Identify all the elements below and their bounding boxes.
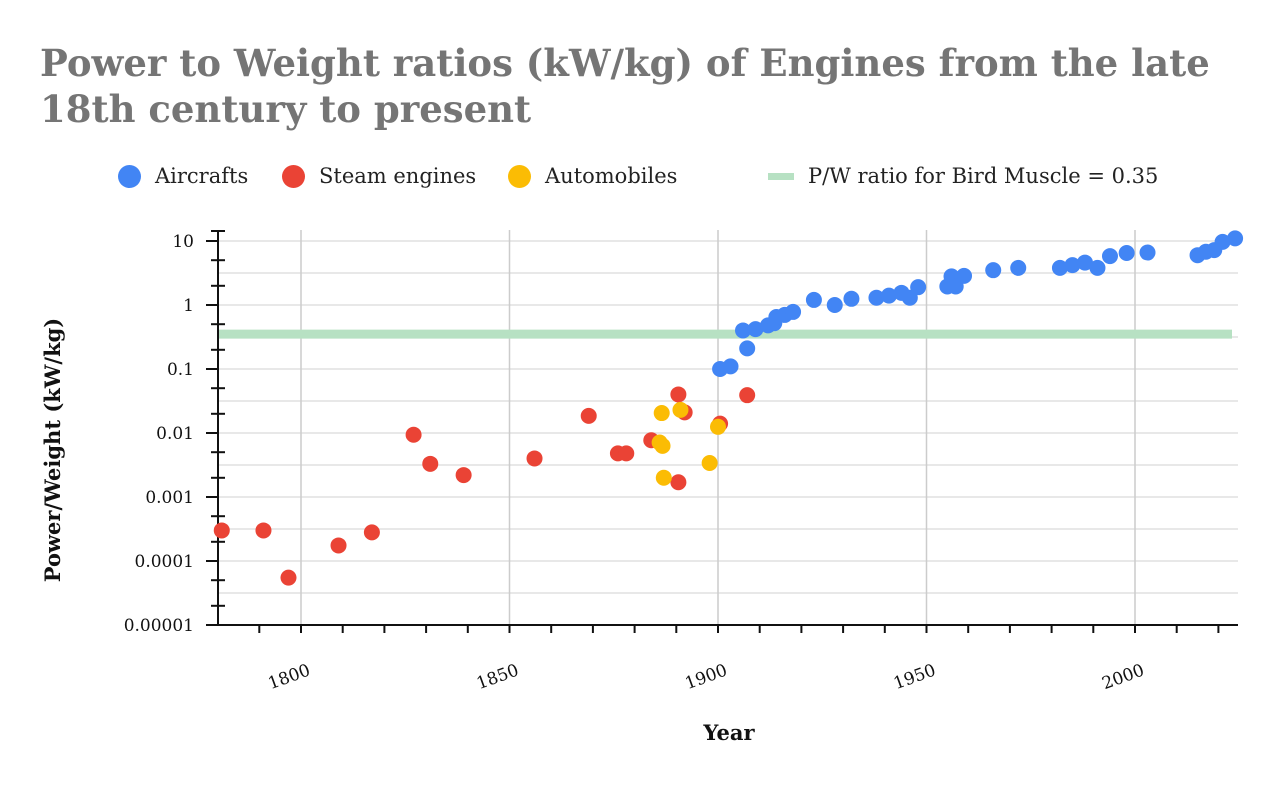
automobiles-point (655, 469, 672, 486)
x-tick-label: 1800 (266, 661, 313, 695)
y-tick-label: 10 (172, 232, 194, 252)
legend-item-steam-engines[interactable]: Steam engines (282, 158, 476, 194)
aircrafts-point (1139, 244, 1156, 261)
x-tick-label: 2000 (1100, 661, 1147, 695)
aircrafts-point (747, 321, 764, 338)
legend-label-steam-engines: Steam engines (319, 164, 477, 188)
steam-engines-point (580, 407, 597, 424)
steam-engines-point (526, 450, 543, 467)
steam-engines-point (330, 537, 347, 554)
legend-label-bird-muscle: P/W ratio for Bird Muscle = 0.35 (808, 164, 1159, 188)
legend-marker-automobiles (508, 164, 531, 188)
aircrafts-point (1227, 230, 1244, 247)
steam-engines-point (670, 386, 687, 403)
y-tick-label: 1 (183, 296, 194, 316)
automobiles-point (710, 418, 726, 435)
x-tick-label: 1900 (683, 661, 730, 695)
x-tick-label: 1850 (474, 661, 521, 695)
y-tick-label: 0.0001 (135, 552, 194, 572)
legend-item-bird-muscle[interactable]: P/W ratio for Bird Muscle = 0.35 (768, 158, 1158, 194)
automobiles-point (672, 401, 689, 418)
aircrafts-point (785, 303, 802, 320)
aircrafts-point (956, 267, 973, 284)
aircrafts-point (843, 290, 860, 307)
steam-engines-point (670, 474, 687, 491)
steam-engines-point (213, 522, 230, 539)
aircrafts-point (722, 358, 739, 375)
legend-marker-bird-muscle (768, 172, 794, 180)
axes (206, 230, 1238, 633)
aircrafts-point (868, 289, 885, 306)
automobiles-point (701, 454, 718, 471)
aircrafts-point (826, 297, 843, 313)
automobiles-point (653, 405, 670, 422)
aircrafts-point (910, 279, 927, 296)
automobiles-point (654, 437, 671, 454)
legend-item-automobiles[interactable]: Automobiles (508, 158, 677, 194)
aircrafts-point (1101, 248, 1118, 265)
legend-marker-aircrafts (118, 164, 141, 188)
y-tick-label: 0.00001 (124, 616, 194, 636)
legend-marker-steam-engines (282, 164, 305, 188)
steam-engines-point (405, 426, 422, 443)
aircrafts-point (739, 340, 756, 357)
legend-item-aircrafts[interactable]: Aircrafts (118, 158, 248, 194)
aircrafts-point (1089, 259, 1106, 276)
steam-engines-point (618, 445, 635, 462)
aircrafts-point (985, 262, 1002, 279)
steam-engines-point (363, 524, 380, 541)
tick-labels: 0.00001 0.0001 0.001 0.01 0.1 1 10 1800 1850 1900… (124, 232, 1147, 694)
gridlines (218, 230, 1238, 625)
aircrafts-point (1064, 257, 1081, 274)
x-tick-label: 1950 (891, 661, 938, 695)
steam-engines-point (280, 569, 297, 586)
aircrafts-point (1010, 259, 1027, 276)
aircrafts-point (1076, 254, 1093, 271)
steam-engines-point (455, 467, 472, 484)
y-tick-label: 0.001 (145, 488, 194, 508)
data-points (213, 230, 1244, 586)
aircrafts-point (805, 291, 822, 308)
legend: Aircrafts Steam engines Automobiles P/W … (0, 158, 1278, 194)
y-tick-label: 0.01 (156, 424, 194, 444)
aircrafts-point (880, 287, 897, 304)
x-axis-title: Year (702, 720, 755, 745)
steam-engines-point (739, 387, 756, 404)
y-axis-title: Power/Weight (kW/kg) (40, 318, 65, 583)
y-tick-label: 0.1 (167, 360, 194, 380)
chart-title: Power to Weight ratios (kW/kg) of Engine… (40, 41, 1210, 131)
steam-engines-point (422, 455, 439, 472)
aircrafts-point (735, 322, 752, 339)
steam-engines-point (255, 522, 272, 539)
aircrafts-point (1051, 259, 1068, 276)
legend-label-automobiles: Automobiles (545, 164, 678, 188)
aircrafts-point (1214, 233, 1231, 250)
aircrafts-point (1118, 244, 1135, 261)
legend-label-aircrafts: Aircrafts (155, 164, 249, 188)
